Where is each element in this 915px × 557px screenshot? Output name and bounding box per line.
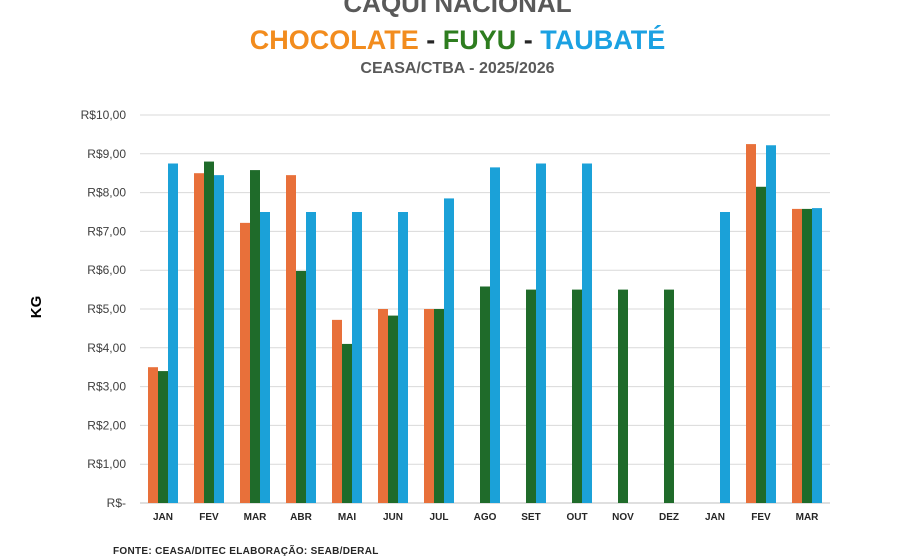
bar-series-1: [572, 289, 582, 503]
x-tick-label: MAI: [338, 512, 357, 523]
bar-series-0: [792, 208, 802, 503]
x-tick-label: NOV: [612, 512, 634, 523]
y-tick-label: R$8,00: [87, 186, 126, 200]
chart-title: CAQUI NACIONAL: [343, 0, 572, 18]
bar-series-2: [260, 212, 270, 503]
bar-series-1: [664, 289, 674, 503]
bar-series-2: [582, 163, 592, 503]
x-tick-label: JUN: [383, 512, 403, 523]
bar-series-0: [286, 175, 296, 503]
subtitle-part-0: CHOCOLATE: [249, 25, 419, 55]
bar-series-2: [398, 212, 408, 503]
bar-series-2: [214, 175, 224, 503]
source-note: FONTE: CEASA/DITEC ELABORAÇÃO: SEAB/DERA…: [113, 546, 379, 557]
x-tick-label: ABR: [290, 512, 312, 523]
bar-series-1: [802, 208, 812, 503]
subtitle-part-1: -: [418, 25, 443, 55]
y-tick-label: R$3,00: [87, 380, 126, 394]
bar-series-2: [352, 212, 362, 503]
bar-series-2: [766, 145, 776, 503]
bar-series-1: [388, 315, 398, 503]
bar-series-2: [812, 208, 822, 503]
y-tick-label: R$10,00: [81, 108, 127, 122]
y-tick-label: R$1,00: [87, 457, 126, 471]
subtitle-part-2: FUYU: [442, 25, 517, 55]
bar-series-0: [194, 173, 204, 503]
bar-series-0: [240, 222, 250, 503]
bar-series-0: [424, 309, 434, 503]
x-tick-label: FEV: [751, 512, 771, 523]
chart-subtitle-varieties: CHOCOLATE - FUYU - TAUBATÉ: [0, 25, 915, 56]
x-tick-label: AGO: [474, 512, 497, 523]
y-tick-label: R$2,00: [87, 418, 126, 432]
y-tick-label: R$4,00: [87, 341, 126, 355]
chart-subtitle-source: CEASA/CTBA - 2025/2026: [360, 60, 555, 77]
x-tick-label: MAR: [244, 512, 268, 523]
bar-series-1: [204, 161, 214, 503]
bar-series-2: [306, 212, 316, 503]
y-tick-label: R$5,00: [87, 302, 126, 316]
x-tick-label: OUT: [566, 512, 587, 523]
bar-series-0: [378, 309, 388, 503]
y-tick-label: R$7,00: [87, 224, 126, 238]
subtitle-part-4: TAUBATÉ: [540, 25, 666, 55]
y-tick-label: R$-: [107, 496, 126, 510]
bar-series-2: [536, 163, 546, 503]
bar-series-0: [148, 367, 158, 503]
subtitle-part-3: -: [516, 25, 541, 55]
bar-series-0: [332, 319, 342, 503]
x-tick-label: SET: [521, 512, 540, 523]
bar-series-2: [490, 167, 500, 503]
x-tick-label: JAN: [153, 512, 173, 523]
x-tick-label: JAN: [705, 512, 725, 523]
bar-series-1: [480, 286, 490, 503]
bar-series-2: [444, 198, 454, 504]
x-tick-label: DEZ: [659, 512, 679, 523]
bar-series-1: [342, 343, 352, 503]
bar-series-1: [434, 309, 444, 503]
x-tick-label: JUL: [430, 512, 449, 523]
bar-series-1: [158, 371, 168, 503]
y-tick-label: R$6,00: [87, 263, 126, 277]
bar-series-1: [618, 289, 628, 503]
bar-series-0: [746, 144, 756, 503]
bar-series-1: [526, 289, 536, 503]
bar-series-1: [756, 186, 766, 503]
x-tick-label: FEV: [199, 512, 219, 523]
x-tick-label: MAR: [796, 512, 820, 523]
bar-series-2: [720, 212, 730, 503]
bar-series-1: [296, 270, 306, 503]
y-tick-label: R$9,00: [87, 147, 126, 161]
bar-series-1: [250, 170, 260, 503]
bar-series-2: [168, 163, 178, 503]
